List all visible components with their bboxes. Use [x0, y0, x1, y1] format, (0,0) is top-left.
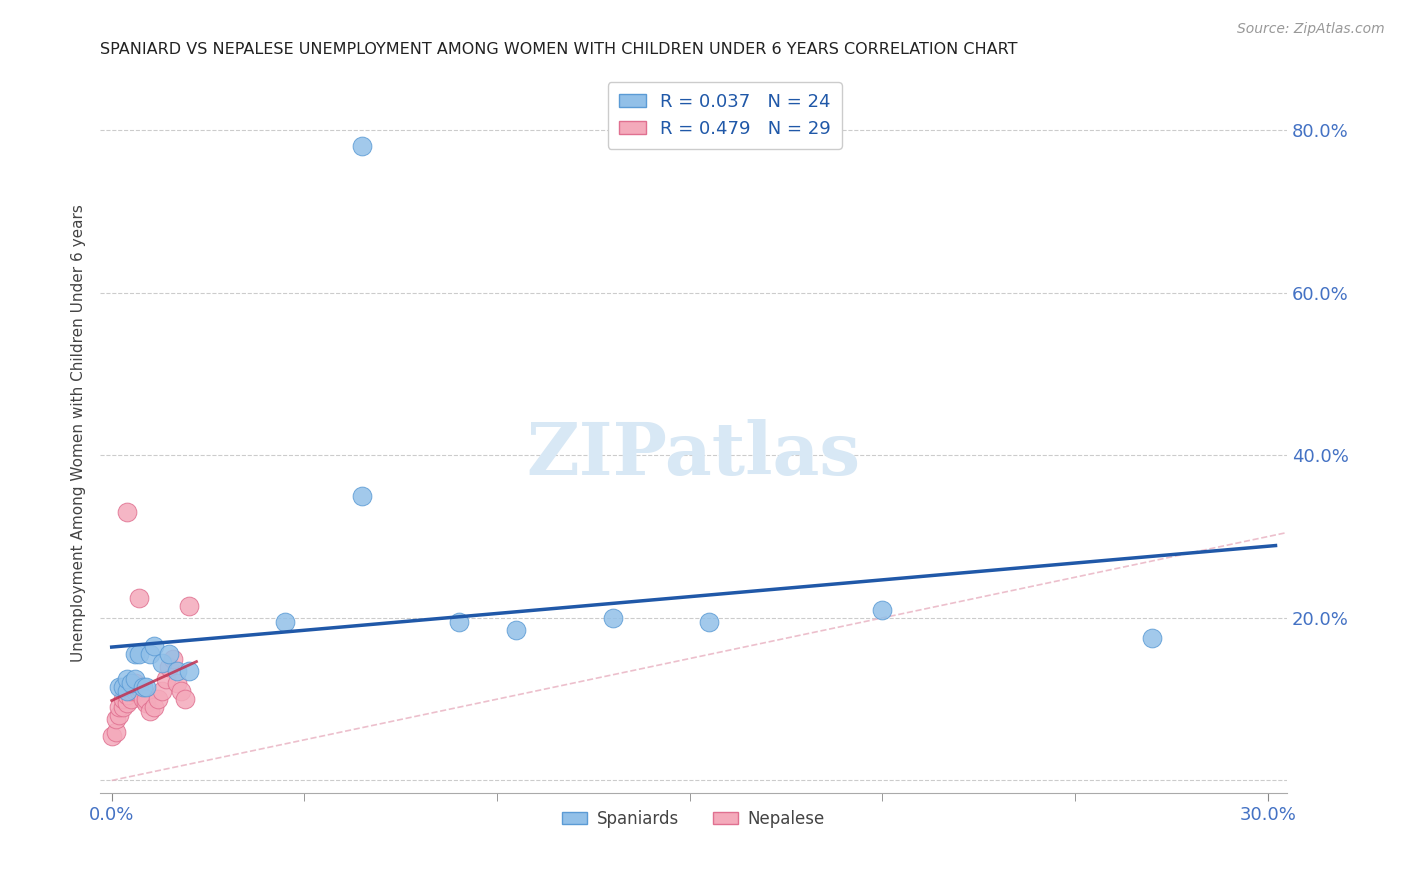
Point: [120, 676, 142, 690]
Point: [128, 591, 150, 605]
Point: [124, 648, 146, 662]
Point: [104, 724, 127, 739]
Point: [124, 676, 146, 690]
Point: [115, 688, 138, 702]
Point: [697, 615, 720, 629]
Y-axis label: Unemployment Among Women with Children Under 6 years: Unemployment Among Women with Children U…: [72, 204, 86, 662]
Point: [447, 615, 470, 629]
Point: [150, 684, 173, 698]
Point: [120, 684, 142, 698]
Point: [104, 713, 127, 727]
Point: [159, 648, 181, 662]
Point: [115, 672, 138, 686]
Point: [115, 684, 138, 698]
Point: [274, 615, 297, 629]
Point: [505, 623, 527, 637]
Point: [115, 696, 138, 710]
Point: [872, 603, 894, 617]
Point: [602, 611, 624, 625]
Point: [100, 729, 122, 743]
Point: [128, 648, 150, 662]
Point: [112, 700, 135, 714]
Text: SPANIARD VS NEPALESE UNEMPLOYMENT AMONG WOMEN WITH CHILDREN UNDER 6 YEARS CORREL: SPANIARD VS NEPALESE UNEMPLOYMENT AMONG …: [100, 42, 1018, 57]
Point: [135, 692, 157, 706]
Point: [170, 684, 193, 698]
Point: [166, 664, 188, 678]
Point: [150, 656, 173, 670]
Point: [124, 672, 146, 686]
Point: [120, 692, 142, 706]
Point: [139, 648, 162, 662]
Point: [112, 680, 135, 694]
Point: [131, 692, 153, 706]
Point: [155, 672, 177, 686]
Point: [162, 651, 184, 665]
Legend: Spaniards, Nepalese: Spaniards, Nepalese: [555, 804, 832, 835]
Point: [177, 599, 200, 613]
Point: [146, 692, 169, 706]
Point: [108, 700, 131, 714]
Point: [112, 692, 135, 706]
Text: ZIPatlas: ZIPatlas: [526, 419, 860, 490]
Point: [177, 664, 200, 678]
Point: [166, 676, 188, 690]
Point: [139, 704, 162, 718]
Point: [108, 680, 131, 694]
Point: [128, 684, 150, 698]
Point: [174, 692, 197, 706]
Point: [124, 684, 146, 698]
Point: [115, 505, 138, 519]
Point: [108, 708, 131, 723]
Text: Source: ZipAtlas.com: Source: ZipAtlas.com: [1237, 22, 1385, 37]
Point: [159, 659, 181, 673]
Point: [135, 696, 157, 710]
Point: [1140, 631, 1163, 645]
Point: [143, 700, 166, 714]
Point: [352, 489, 374, 503]
Point: [135, 680, 157, 694]
Point: [131, 680, 153, 694]
Point: [143, 640, 166, 654]
Point: [128, 680, 150, 694]
Point: [352, 139, 374, 153]
